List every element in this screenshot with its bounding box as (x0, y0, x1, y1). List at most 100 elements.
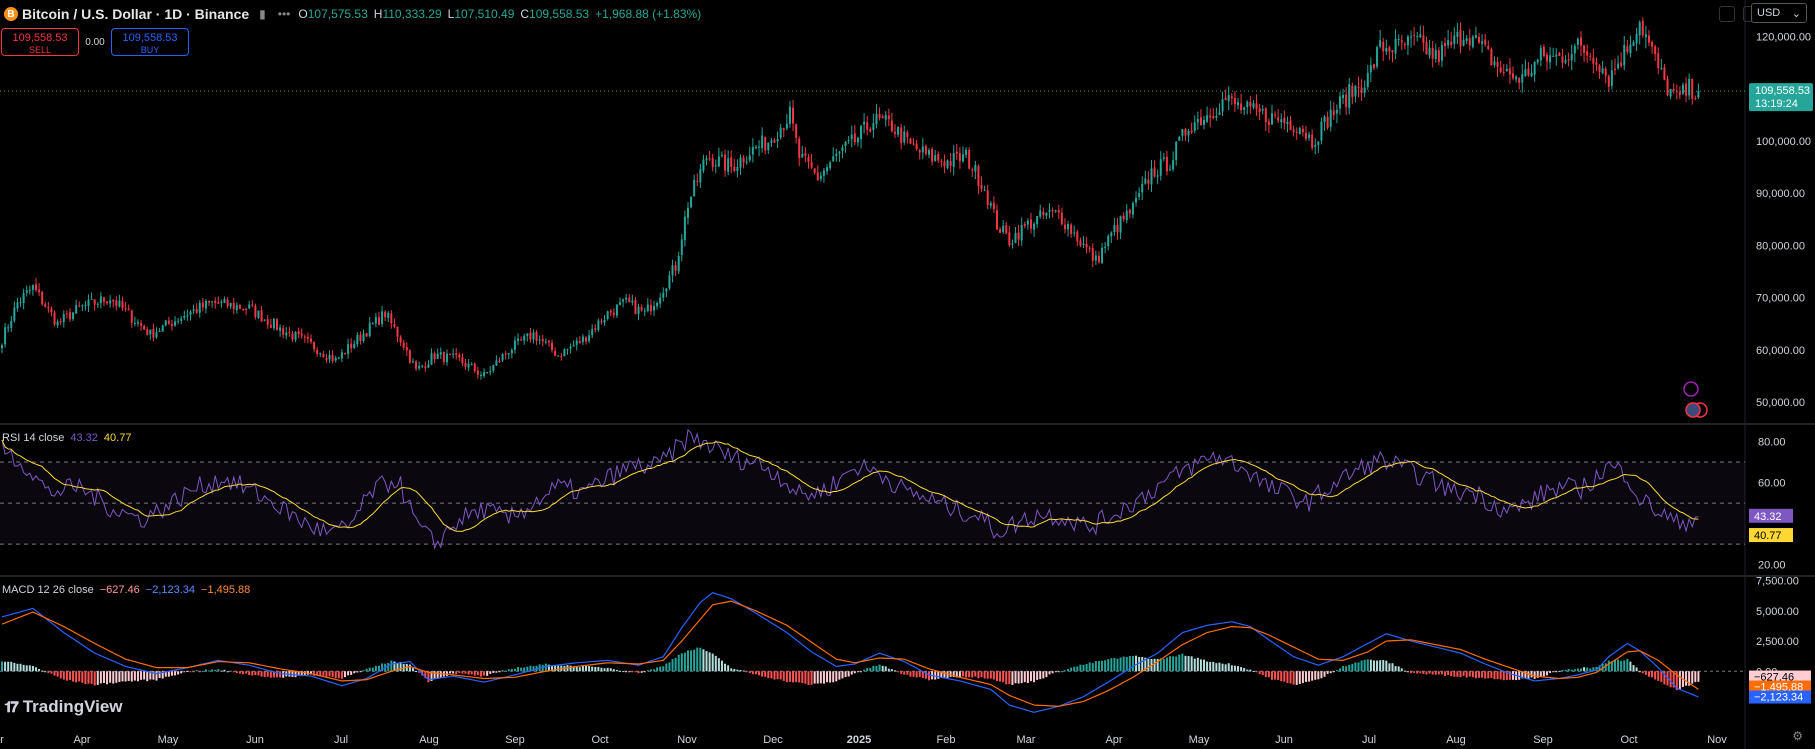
macd-hist-bar (1060, 671, 1063, 673)
candle-body (544, 341, 547, 343)
macd-hist-bar (257, 671, 260, 676)
macd-hist-bar (1496, 671, 1499, 680)
macd-hist-bar (1400, 668, 1403, 672)
macd-hist-bar (1672, 671, 1675, 688)
candle-body (254, 305, 257, 318)
candle-body (1474, 34, 1477, 38)
candle-body (201, 302, 204, 308)
time-axis-label: Jul (334, 734, 348, 746)
macd-hist-bar (572, 666, 575, 672)
candle-body (909, 138, 912, 144)
macd-hist-bar (1104, 660, 1107, 672)
candle-body (170, 324, 173, 327)
macd-hist-bar (84, 671, 87, 684)
macd-hist-bar (517, 667, 520, 672)
candle-body (1029, 219, 1032, 229)
macd-legend[interactable]: MACD 12 26 close −627.46 −2,123.34 −1,49… (2, 584, 250, 596)
candle-body (1039, 210, 1042, 217)
macd-hist-bar (313, 671, 316, 676)
macd-hist-bar (186, 670, 189, 672)
currency-select[interactable]: USD ⌄ (1751, 3, 1807, 23)
macd-hist-bar (890, 669, 893, 672)
macd-hist-bar (294, 671, 297, 678)
candle-body (662, 292, 665, 298)
candle-body (974, 165, 977, 172)
candle-body (1073, 232, 1076, 234)
candle-body (1450, 41, 1453, 46)
candle-body (940, 160, 943, 162)
macd-hist-bar (1536, 671, 1539, 678)
symbol-header[interactable]: B Bitcoin / U.S. Dollar · 1D · Binance ▮… (0, 4, 701, 24)
candle-body (1005, 225, 1008, 234)
macd-hist-bar (1039, 671, 1042, 680)
macd-hist-bar (1178, 654, 1181, 672)
candle-body (1218, 112, 1221, 115)
candle-body (223, 299, 226, 303)
candle-body (1237, 102, 1239, 106)
candle-body (96, 303, 99, 305)
macd-hist-bar (1138, 656, 1141, 672)
candle-body (588, 335, 591, 342)
candle-body (1193, 122, 1196, 131)
macd-hist-bar (1360, 660, 1363, 672)
candle-body (575, 340, 578, 345)
candle-body (1113, 225, 1116, 233)
candle-body (1471, 36, 1474, 47)
low-value: 107,510.49 (454, 7, 515, 21)
macd-hist-bar (195, 670, 198, 672)
ohlc-values: O107,575.53 H110,333.29 L107,510.49 C109… (298, 7, 701, 21)
candle-body (1088, 248, 1091, 250)
macd-hist-bar (816, 671, 819, 684)
macd-hist-bar (1657, 671, 1660, 681)
candle-body (1508, 68, 1511, 75)
us-flag-event-icon[interactable] (1685, 402, 1701, 418)
close-label: C (520, 7, 530, 21)
flag-icon[interactable]: ▮ (259, 7, 266, 21)
candle-body (78, 305, 81, 307)
candle-body (850, 134, 853, 140)
macd-hist-bar (792, 671, 795, 683)
candle-body (1496, 62, 1499, 67)
macd-hist-bar (47, 671, 50, 673)
sell-label: SELL (28, 45, 52, 55)
symbol-title[interactable]: Bitcoin / U.S. Dollar · 1D · Binance (22, 6, 254, 22)
macd-hist-bar (183, 671, 186, 673)
macd-hist-bar (1338, 668, 1341, 672)
candle-body (343, 352, 346, 355)
macd-hist-bar (875, 665, 878, 672)
candle-body (238, 304, 241, 309)
candle-body (476, 370, 479, 375)
buy-button[interactable]: 109,558.53 BUY (111, 28, 189, 56)
macd-hist-bar (674, 657, 677, 672)
macd-hist-bar (1023, 671, 1026, 683)
candle-body (1209, 115, 1212, 118)
download-icon[interactable] (1719, 6, 1735, 22)
macd-hist-bar (761, 671, 764, 677)
candle-body (1076, 231, 1079, 242)
candle-body (609, 310, 612, 313)
more-options-icon[interactable]: ••• (277, 7, 291, 21)
macd-hist-bar (1638, 671, 1641, 673)
rsi-legend[interactable]: RSI 14 close 43.32 40.77 (2, 432, 131, 444)
macd-hist-bar (822, 671, 825, 684)
candle-body (1128, 209, 1131, 214)
sell-button[interactable]: 109,558.53 SELL (1, 28, 79, 56)
candle-body (1165, 156, 1168, 172)
macd-hist-bar (337, 671, 340, 679)
candle-body (785, 123, 788, 129)
candle-body (782, 128, 785, 131)
macd-hist-bar (1697, 671, 1700, 682)
macd-hist-bar (881, 665, 884, 672)
settings-gear-icon[interactable]: ⚙ (1792, 729, 1803, 743)
macd-hist-bar (158, 671, 161, 678)
candle-body (300, 333, 303, 336)
lightning-event-icon[interactable] (1683, 381, 1699, 397)
macd-hist-bar (915, 671, 918, 678)
candle-body (1681, 84, 1684, 94)
buy-price: 109,558.53 (122, 32, 178, 44)
macd-hist-bar (272, 671, 275, 678)
candle-body (1385, 47, 1388, 52)
macd-hist-bar (869, 668, 872, 672)
candle-body (1311, 134, 1314, 148)
